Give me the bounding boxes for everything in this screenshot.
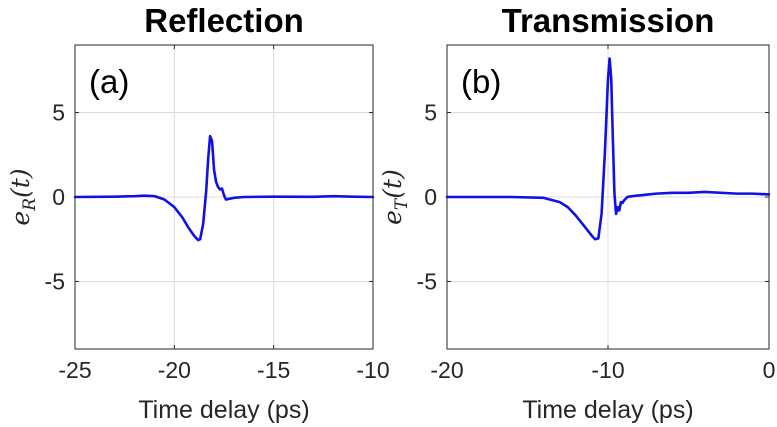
x-tick-label: -25: [58, 357, 91, 383]
panel-label: (b): [461, 63, 501, 100]
x-tick-label: -20: [430, 357, 463, 383]
chart-title: Reflection: [144, 2, 304, 39]
series-line: [73, 134, 375, 242]
x-axis-label: Time delay (ps): [522, 396, 693, 424]
x-tick-label: -10: [591, 357, 624, 383]
chart-title: Transmission: [502, 2, 715, 39]
y-tick-label: 0: [52, 184, 65, 210]
x-tick-label: -20: [158, 357, 191, 383]
y-tick-label: 5: [424, 100, 437, 126]
y-tick-label: -5: [45, 268, 65, 294]
chart-panel-b: -20 -10 0 -5 0 5 Transmission Time delay (ps) eT…: [378, 2, 775, 424]
x-axis-label: Time delay (ps): [138, 396, 309, 424]
y-tick-label: 0: [424, 184, 437, 210]
y-axis-label: eT(t): [378, 169, 412, 225]
y-tick-label: 5: [52, 100, 65, 126]
y-axis-label: eR(t): [6, 168, 40, 225]
x-tick-label: 0: [763, 357, 776, 383]
series-line: [445, 57, 771, 241]
chart-panel-a: -25 -20 -15 -10 -5 0 5 Reflection Time delay (ps…: [6, 2, 390, 424]
x-tick-label: -10: [356, 357, 389, 383]
panel-label: (a): [89, 63, 129, 100]
y-tick-label: -5: [417, 268, 437, 294]
x-tick-label: -15: [257, 357, 290, 383]
